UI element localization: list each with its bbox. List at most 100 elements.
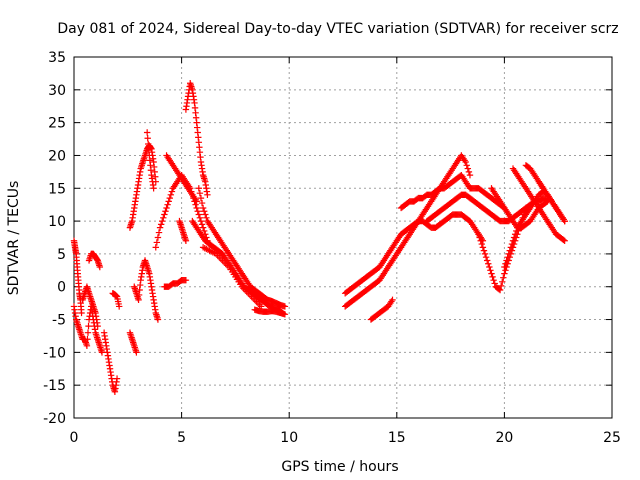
data-point [465,168,473,176]
data-point [511,231,519,238]
data-point [466,171,474,179]
x-tick-label: 5 [177,430,186,446]
x-tick-label: 25 [603,430,621,446]
data-point [481,250,489,258]
y-tick-label: 0 [57,280,66,296]
series-early-a [70,303,106,356]
plot-frame [73,56,613,419]
x-tick-label: 10 [280,430,298,446]
data-point [501,270,508,277]
data-point [159,217,166,225]
data-point [96,263,104,271]
series-tail-1 [251,306,289,318]
series-early-e [100,329,121,395]
data-point [281,303,289,310]
y-axis-label: SDTVAR / TECUs [6,181,22,296]
data-point [479,244,487,251]
data-point [160,214,167,222]
data-point [150,185,157,192]
y-tick-label: -15 [43,378,66,394]
y-tick-label: 25 [48,116,66,132]
series-late-6 [535,178,568,225]
data-point [489,273,496,281]
data-point [464,165,472,172]
data-point [145,140,152,148]
data-point [84,329,92,336]
data-point [157,221,165,228]
data-point [166,194,173,202]
data-point [78,309,85,317]
series-evening-3 [367,296,396,323]
data-point [204,191,211,199]
data-point [510,234,518,241]
y-tick-label: 5 [57,247,66,263]
data-point [197,217,205,225]
data-point [195,211,203,218]
series-peak-main [182,80,211,199]
data-point [163,204,170,212]
y-tick-label: -10 [43,345,66,361]
data-point [506,247,513,254]
data-point [485,260,492,267]
data-point [195,185,203,192]
data-point [156,224,164,231]
data-point [199,224,207,231]
data-point [83,342,91,349]
data-point [115,303,123,310]
data-point [168,188,176,195]
data-point [152,244,159,251]
data-point [167,191,175,199]
axis-ticks: 0 5 10 15 20 25 -20 -15 -10 -5 0 5 10 15 20 25 30 35 [43,50,621,446]
series-early-f [109,290,123,310]
series-rise-1 [126,142,159,231]
data-point [198,199,206,207]
data-point [145,146,152,153]
data-point [483,257,491,264]
data-point [193,198,200,205]
data-point [487,267,494,274]
data-point [462,158,469,166]
data-point [497,282,505,290]
data-point [164,201,171,208]
series-early-d [85,250,104,271]
data-point [182,237,190,244]
data-point [193,204,200,212]
data-point [488,270,495,277]
data-point [478,240,486,248]
series-early-b [70,237,85,317]
data-point [490,276,497,284]
x-tick-label: 15 [388,430,406,446]
data-point [199,204,207,212]
series-early-g [126,329,140,356]
data-point [495,285,503,293]
series-late-4 [509,165,568,244]
data-point [509,237,517,244]
data-point [144,135,151,142]
data-point [155,229,163,236]
data-point [161,211,168,218]
data-point [476,234,483,241]
data-point [502,267,509,274]
data-point [482,253,490,261]
series-rise-2 [131,257,162,323]
data-point [84,336,91,343]
x-tick-label: 20 [495,430,513,446]
data-point [281,311,289,318]
data-points [70,80,568,395]
data-point [143,129,151,136]
data-point [502,260,509,267]
data-point [491,280,498,287]
data-point [153,239,161,246]
data-point [133,349,140,356]
y-tick-label: -5 [52,313,66,329]
data-point [486,263,493,271]
y-tick-label: 30 [48,83,66,99]
y-tick-label: 35 [48,50,66,66]
data-point [196,189,204,197]
data-point [198,221,206,228]
x-axis-label: GPS time / hours [281,459,398,475]
data-point [200,227,208,235]
data-point [561,237,568,244]
data-point [500,274,507,281]
